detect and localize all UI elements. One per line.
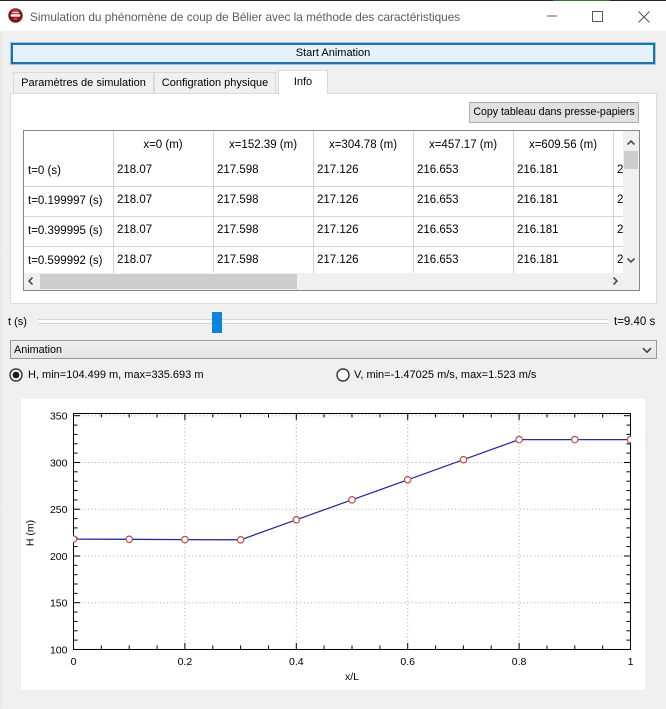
svg-text:300: 300 [50,457,68,469]
svg-text:H (m): H (m) [25,520,37,546]
svg-text:0.6: 0.6 [400,656,415,668]
svg-text:0.4: 0.4 [289,656,304,668]
svg-text:350: 350 [50,411,68,423]
svg-text:150: 150 [50,598,68,610]
svg-text:200: 200 [50,551,68,563]
svg-text:100: 100 [50,644,68,656]
svg-text:x/L: x/L [345,671,359,683]
svg-text:0: 0 [71,656,77,668]
svg-text:0.2: 0.2 [178,656,193,668]
svg-text:0.8: 0.8 [512,656,527,668]
svg-text:250: 250 [50,504,68,516]
svg-text:1: 1 [628,656,634,668]
